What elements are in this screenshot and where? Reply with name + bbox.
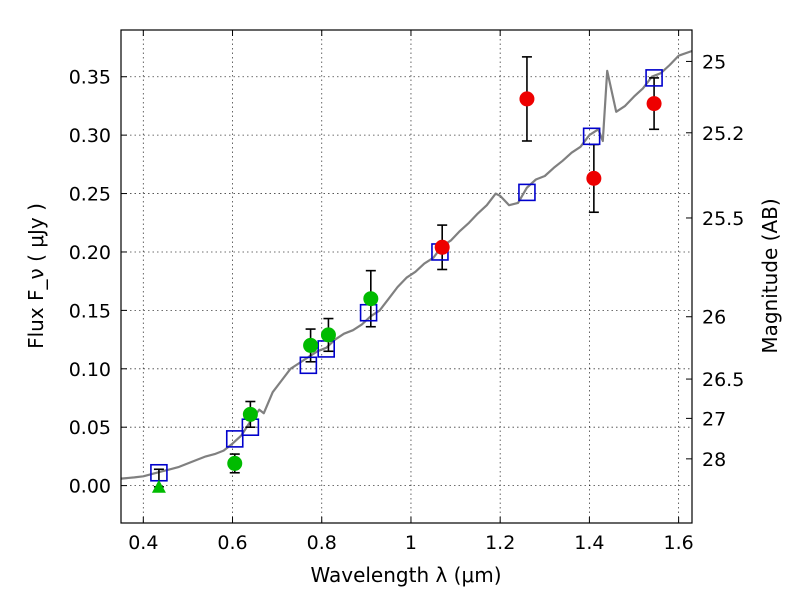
axis-layer: 0.4 0.6 0.8 1 1.2 1.4 1.6 0.00 0.05 0.10 0.15 0.20 0… — [69, 30, 744, 554]
green-upper-limit-triangle — [151, 479, 166, 493]
y-tick-label: 0.15 — [69, 300, 111, 322]
x-tick-label: 0.6 — [217, 532, 247, 554]
model-photometry-square — [582, 127, 601, 146]
model-photometry-square — [645, 69, 663, 87]
y-tick-label: 0.25 — [69, 184, 111, 206]
red-data-point — [434, 239, 450, 255]
mag-tick-label: 25 — [702, 51, 726, 73]
red-data-point — [646, 96, 662, 112]
model-photometry-square — [225, 430, 244, 448]
model-photometry-square — [518, 183, 536, 202]
x-tick-label: 1.2 — [485, 532, 515, 554]
x-tick-label: 1.6 — [664, 532, 694, 554]
grid-layer — [121, 30, 692, 523]
y-tick-label: 0.10 — [69, 359, 111, 381]
green-data-point — [227, 455, 243, 471]
green-data-point — [242, 406, 258, 422]
y-tick-label: 0.05 — [69, 417, 111, 439]
red-data-point — [586, 170, 602, 186]
y-tick-label: 0.35 — [69, 67, 111, 89]
mag-tick-label: 28 — [702, 449, 726, 471]
x-axis-label: Wavelength λ (μm) — [310, 563, 501, 587]
x-tick-label: 0.8 — [307, 532, 337, 554]
mag-tick-label: 26.5 — [702, 369, 744, 391]
mag-tick-label: 25.2 — [702, 123, 744, 145]
y-tick-label: 0.00 — [69, 476, 111, 498]
x-tick-label: 0.4 — [128, 532, 158, 554]
plot-frame — [120, 29, 693, 524]
x-tick-label: 1 — [405, 532, 417, 554]
y2-axis-label: Magnitude (AB) — [758, 198, 782, 353]
green-data-point — [303, 337, 319, 353]
series-layer — [120, 49, 693, 493]
green-data-point — [363, 291, 379, 307]
x-tick-label: 1.4 — [574, 532, 604, 554]
y-tick-label: 0.30 — [69, 125, 111, 147]
red-data-point — [519, 91, 535, 107]
y-tick-label: 0.20 — [69, 242, 111, 264]
mag-tick-label: 25.5 — [702, 208, 744, 230]
y-axis-label: Flux F_ν ( μJy ) — [24, 203, 48, 349]
mag-tick-label: 27 — [702, 408, 726, 430]
green-data-point — [320, 327, 336, 343]
model-photometry-square — [299, 356, 318, 375]
mag-tick-label: 26 — [702, 307, 726, 329]
